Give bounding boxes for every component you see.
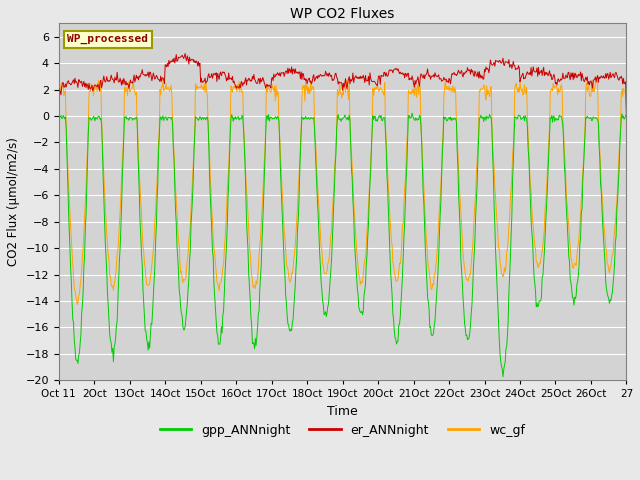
Legend: gpp_ANNnight, er_ANNnight, wc_gf: gpp_ANNnight, er_ANNnight, wc_gf: [155, 419, 530, 442]
Y-axis label: CO2 Flux (μmol/m2/s): CO2 Flux (μmol/m2/s): [7, 137, 20, 266]
Title: WP CO2 Fluxes: WP CO2 Fluxes: [291, 7, 395, 21]
Text: WP_processed: WP_processed: [67, 34, 148, 45]
X-axis label: Time: Time: [327, 405, 358, 418]
